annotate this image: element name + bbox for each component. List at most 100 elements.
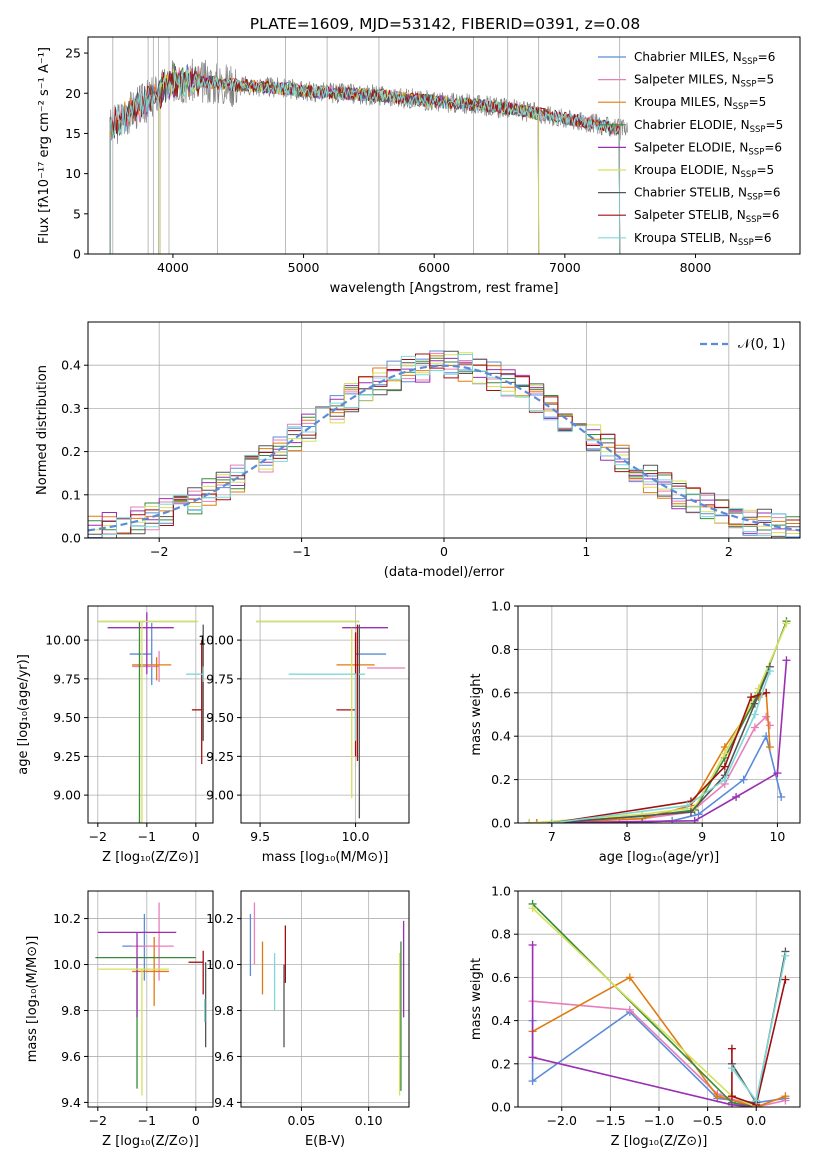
model-spectrum-kroupa-stelib: [109, 64, 621, 254]
x-tick-label: 0: [440, 544, 448, 559]
y-tick-label: 0.1: [61, 487, 81, 502]
x-tick-label: 1: [582, 544, 590, 559]
legend-entry: 𝒩(0, 1): [738, 337, 785, 352]
legend-label: Chabrier STELIB, N: [634, 186, 747, 200]
legend-entry: Salpeter MILES, NSSP=5: [634, 73, 774, 90]
x-axis-label: (data-model)/error: [384, 565, 505, 580]
x-axis-label: wavelength [Angstrom, rest frame]: [330, 281, 559, 296]
x-tick-label: 10: [769, 829, 785, 844]
y-tick-label: 9.50: [53, 710, 81, 725]
x-axis-label: E(B-V): [305, 1134, 345, 1149]
plot-area: [525, 617, 791, 823]
axes-frame: [240, 605, 410, 824]
y-tick-label: 0.4: [491, 1013, 511, 1028]
x-tick-label: −1: [138, 829, 156, 844]
legend-entry: Kroupa ELODIE, NSSP=5: [634, 163, 774, 180]
legend-entry: Salpeter STELIB, NSSP=6: [634, 208, 779, 225]
x-tick-label: 0: [192, 1113, 200, 1128]
legend-subscript: SSP: [741, 170, 757, 180]
legend-entry: Kroupa STELIB, NSSP=6: [634, 231, 772, 248]
plot-area: [95, 902, 207, 1096]
y-tick-label: 9.6: [214, 1049, 234, 1064]
plot-area: [109, 37, 628, 254]
x-tick-label: 0.0: [746, 1113, 766, 1128]
series-salpeter-stelib: [731, 979, 787, 1106]
legend-subscript: SSP: [746, 215, 762, 225]
y-tick-label: 9.6: [61, 1049, 81, 1064]
histogram-kroupa-stelib: [88, 354, 800, 538]
panel-mass-vs-EBV: 0.05 0.10 9.4 9.6 9.8 10.0 10.2 E(B-V): [206, 890, 410, 1149]
legend-value: =6: [764, 140, 782, 154]
plot-area: [88, 350, 800, 538]
x-tick-label: −2: [150, 544, 168, 559]
y-tick-label: 25: [65, 46, 81, 61]
panel-mass-weight-vs-age: 7 8 9 10 0.0 0.2 0.4 0.6 0.8 1.0 age [log₁₀(age/yr…: [469, 599, 801, 865]
legend-subscript: SSP: [742, 57, 758, 67]
y-tick-label: 9.00: [206, 788, 234, 803]
legend-subscript: SSP: [733, 102, 749, 112]
x-axis-label: Z [log₁₀(Z/Z⊙)]: [611, 1134, 708, 1149]
x-tick-label: −1: [138, 1113, 156, 1128]
legend-value: =5: [756, 73, 774, 87]
x-tick-label: 0: [192, 829, 200, 844]
y-tick-label: 10.00: [45, 633, 81, 648]
y-tick-label: 0.6: [491, 685, 511, 700]
y-tick-label: 0.4: [61, 358, 81, 373]
y-tick-label: 10.2: [53, 911, 81, 926]
normal-curve: [88, 364, 800, 532]
legend-label: Salpeter ELODIE, N: [634, 140, 748, 154]
legend-value: =6: [762, 208, 780, 222]
legend-value: =6: [754, 231, 772, 245]
x-tick-label: 7: [548, 829, 556, 844]
legend-value: =6: [758, 50, 776, 64]
x-axis-label: Z [log₁₀(Z/Z⊙)]: [102, 1134, 199, 1149]
legend-label: Kroupa ELODIE, N: [634, 163, 741, 177]
panel-mass-vs-Z: −2 −1 0 9.4 9.6 9.8 10.0 10.2 Z [log₁₀(Z/Z⊙)] mas…: [25, 890, 214, 1149]
y-tick-label: 0.6: [491, 970, 511, 985]
legend-label: Chabrier ELODIE, N: [634, 118, 750, 132]
axes-frame: [87, 36, 801, 255]
y-tick-label: 9.75: [53, 671, 81, 686]
axes-frame: [87, 605, 214, 824]
y-tick-label: 9.4: [214, 1095, 234, 1110]
legend-subscript: SSP: [738, 238, 754, 248]
y-tick-label: 0.2: [491, 772, 511, 787]
axes-frame: [240, 890, 410, 1108]
y-axis-label: mass weight: [469, 673, 484, 755]
panel-age-vs-mass: 9.5 10.0 9.00 9.25 9.50 9.75 10.00 mass [log₁₀(…: [198, 605, 410, 865]
legend-entry: Chabrier ELODIE, NSSP=5: [634, 118, 783, 135]
y-tick-label: 9.25: [206, 749, 234, 764]
legend-value: =5: [749, 95, 767, 109]
x-tick-label: 4000: [157, 260, 189, 275]
series-chabrier-stelib: [551, 666, 771, 823]
y-tick-label: 0.0: [491, 1100, 511, 1115]
y-tick-label: 0.3: [61, 401, 81, 416]
series-kroupa-elodie: [529, 623, 788, 823]
x-tick-label: 5000: [288, 260, 320, 275]
x-tick-label: −0.5: [692, 1113, 722, 1128]
x-tick-label: −2.0: [547, 1113, 577, 1128]
x-tick-label: 9: [698, 829, 706, 844]
histogram-chabrier-stelib: [88, 350, 800, 538]
y-tick-label: 9.25: [53, 749, 81, 764]
y-tick-label: 10: [65, 166, 81, 181]
legend-label: Salpeter MILES, N: [634, 73, 741, 87]
series-chabrier-miles: [531, 1011, 786, 1104]
y-tick-label: 0.4: [491, 729, 511, 744]
y-tick-label: 10.00: [198, 633, 234, 648]
plot-area: [249, 902, 405, 1096]
x-axis-label: mass [log₁₀(M/M⊙)]: [262, 850, 389, 865]
panel-mass-weight-vs-Z: −2.0 −1.5 −1.0 −0.5 0.0 0.0 0.2 0.4 0.6 0.8 1.0 Z […: [469, 884, 801, 1149]
y-tick-label: 9.8: [214, 1003, 234, 1018]
x-tick-label: 9.5: [250, 829, 270, 844]
y-tick-label: 0.8: [491, 927, 511, 942]
panel-age-vs-Z: −2 −1 0 9.00 9.25 9.50 9.75 10.00 Z [log₁₀(Z/Z⊙)…: [16, 605, 214, 865]
y-tick-label: 0: [73, 247, 81, 262]
legend-entry: Salpeter ELODIE, NSSP=6: [634, 140, 782, 157]
legend-entry: Chabrier STELIB, NSSP=6: [634, 186, 781, 203]
y-axis-label: Normed distribution: [35, 365, 50, 495]
x-tick-label: 8000: [680, 260, 712, 275]
y-axis-label: age [log₁₀(age/yr)]: [16, 654, 31, 775]
legend-label: Salpeter STELIB, N: [634, 208, 746, 222]
x-tick-label: −2: [89, 1113, 107, 1128]
